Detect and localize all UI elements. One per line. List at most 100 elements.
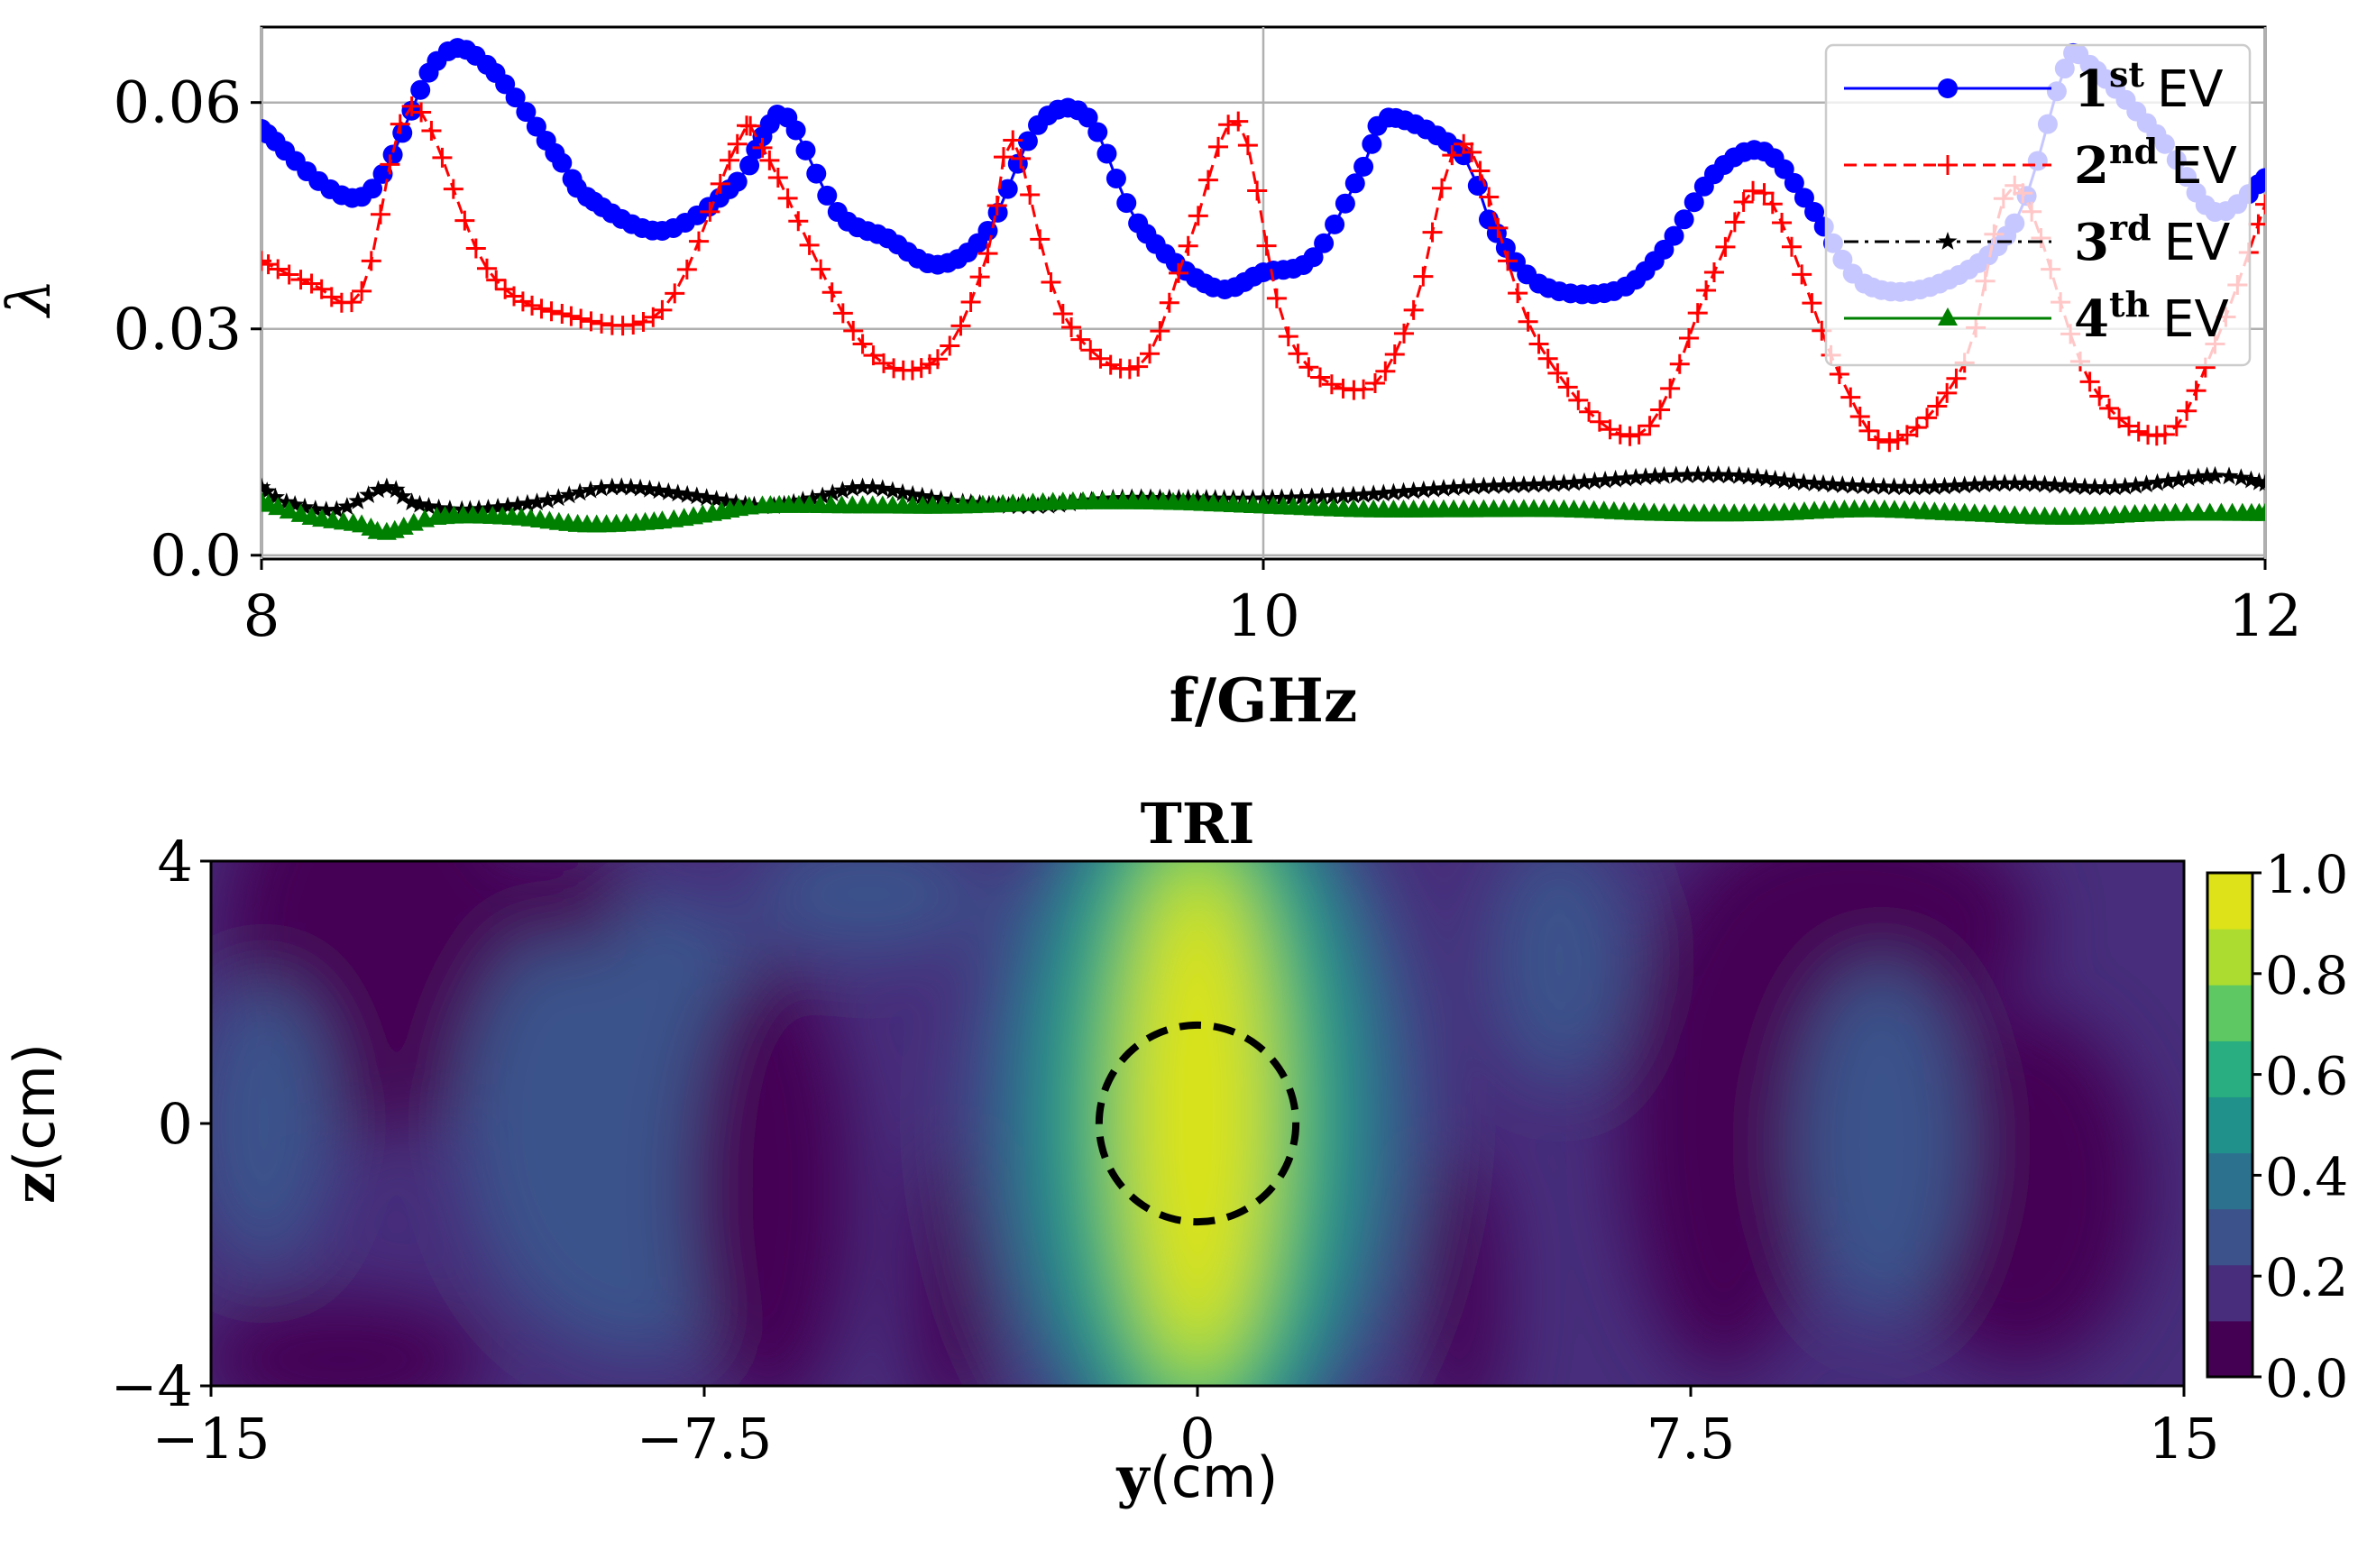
series-3-marker [1766, 469, 1785, 488]
series-2-marker [1568, 390, 1589, 410]
series-3-marker [687, 486, 707, 505]
series-3-marker [1394, 481, 1413, 500]
series-2-marker [561, 306, 582, 326]
series-3-marker [793, 491, 812, 509]
series-1-marker [1303, 247, 1324, 268]
series-3-marker [1484, 476, 1503, 494]
legend-label-4: 4th EV [2074, 284, 2229, 349]
series-3-marker [2065, 476, 2085, 495]
series-3-marker [611, 477, 631, 496]
colorbar-level-9 [2207, 873, 2252, 930]
series-2-marker [1488, 217, 1509, 238]
hotspot-level-7 [1143, 889, 1252, 1340]
series-3-marker [658, 481, 678, 500]
series-2-marker [1619, 426, 1640, 446]
series-3-marker [853, 477, 873, 496]
series-3-marker [1585, 471, 1604, 490]
series-1-marker [362, 179, 383, 199]
series-3-marker [1853, 476, 1873, 495]
series-3-marker [2085, 477, 2105, 496]
series-2-marker [476, 258, 497, 279]
series-2-marker [522, 295, 543, 316]
series-3-marker [1160, 488, 1179, 507]
series-3-marker [2188, 467, 2208, 486]
series-2-marker [1829, 363, 1849, 384]
series-3-marker [1874, 477, 1894, 495]
series-1-marker [1804, 202, 1825, 223]
legend: 1st EV 2nd EV 3rd EV 4th EV [1824, 43, 2252, 367]
series-3-marker [630, 478, 650, 497]
series-1-marker [1087, 122, 1108, 142]
series-3-marker [277, 492, 297, 511]
colorbar-level-5 [2207, 1096, 2252, 1154]
series-3-marker [2115, 476, 2135, 495]
series-2-marker [1508, 283, 1528, 304]
series-3-marker [1904, 477, 1924, 496]
series-2-marker [1557, 377, 1578, 398]
series-2-marker [1333, 378, 1353, 399]
series-3-marker [306, 500, 326, 518]
series-3-marker [2179, 468, 2198, 487]
series-2-marker [290, 270, 311, 290]
series-3-marker [1384, 482, 1403, 501]
series-3-marker [548, 488, 568, 507]
legend-label-2: 2nd EV [2074, 131, 2237, 196]
series-3-marker [1404, 481, 1424, 500]
series-3-marker [2169, 470, 2188, 489]
colorbar-tick-label: 0.2 [2265, 1247, 2348, 1308]
series-2-marker [361, 251, 381, 271]
series-3-marker [1424, 479, 1444, 498]
series-3-marker [1197, 489, 1216, 507]
series-2-marker [821, 282, 842, 303]
series-2-marker [1188, 206, 1208, 226]
series-1-marker [1106, 169, 1126, 189]
series-3-marker [479, 499, 498, 517]
series-2-marker [1052, 304, 1073, 325]
series-1-marker [1495, 237, 1516, 258]
series-3-marker [1302, 487, 1322, 506]
series-2-marker [1384, 344, 1405, 364]
series-3-marker [677, 484, 697, 503]
series-2-marker [1762, 194, 1783, 215]
series-2-marker [1498, 251, 1518, 271]
series-3-marker [2025, 473, 2044, 492]
series-2-marker [1128, 356, 1149, 377]
series-2-marker [777, 188, 798, 208]
series-3-marker [518, 493, 537, 512]
heatmap-x-axis-unit: (cm) [1150, 1444, 1279, 1510]
series-2-marker [552, 304, 573, 325]
series-3-marker [1281, 488, 1301, 507]
series-2-marker [1733, 192, 1754, 213]
series-3-marker [1730, 465, 1749, 484]
series-2-marker [1849, 406, 1870, 426]
series-2-marker [1403, 299, 1424, 320]
series-3-marker [2095, 477, 2115, 496]
legend-label-number: 1 [2074, 60, 2109, 119]
series-2-marker [1298, 357, 1319, 378]
series-3-marker [668, 483, 688, 502]
series-2-marker [1906, 417, 1927, 438]
legend-box [1824, 43, 2252, 367]
series-2-marker [1579, 401, 1600, 422]
series-3-marker [1775, 471, 1794, 489]
series-3-marker [1709, 465, 1729, 483]
series-3-marker [1474, 476, 1493, 495]
series-3-marker [697, 488, 717, 507]
series-3-marker [1654, 465, 1674, 484]
series-1-marker [1794, 188, 1814, 208]
colorbar-level-2 [2207, 1264, 2252, 1322]
series-2-marker [1364, 373, 1385, 394]
series-4-marker [739, 496, 759, 515]
top-x-axis-label: f/GHz [1170, 665, 1358, 736]
series-2-marker [1431, 178, 1452, 198]
series-2-marker [1159, 292, 1179, 313]
series-3-marker [348, 491, 368, 509]
series-2-marker [1353, 379, 1374, 399]
series-3-marker [922, 488, 941, 507]
series-2-marker [1858, 420, 1879, 441]
series-2-marker [1375, 361, 1396, 381]
series-3-group [261, 464, 2265, 519]
series-2-marker [969, 267, 990, 288]
series-3-marker [1434, 479, 1454, 497]
series-2-marker [1310, 367, 1330, 388]
